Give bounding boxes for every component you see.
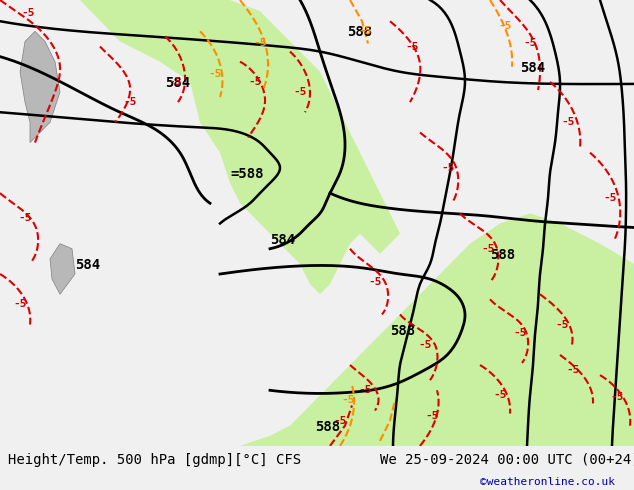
Text: -5: -5	[358, 385, 372, 395]
Text: -5: -5	[333, 416, 347, 426]
Text: -5: -5	[405, 42, 418, 51]
Text: 588: 588	[490, 248, 515, 262]
Text: 584: 584	[270, 233, 295, 246]
Text: Height/Temp. 500 hPa [gdmp][°C] CFS: Height/Temp. 500 hPa [gdmp][°C] CFS	[8, 453, 301, 467]
Text: 584: 584	[165, 76, 190, 90]
Text: -5: -5	[208, 69, 222, 79]
Text: -5: -5	[514, 328, 527, 338]
Text: -5: -5	[418, 340, 432, 350]
Text: 588: 588	[315, 420, 340, 434]
Text: 584: 584	[520, 61, 545, 75]
Text: -5: -5	[13, 299, 27, 309]
Text: -5: -5	[22, 8, 35, 18]
Text: -5: -5	[603, 193, 617, 203]
Text: -5: -5	[18, 214, 32, 223]
Text: -5: -5	[425, 411, 439, 420]
Text: 588: 588	[347, 25, 372, 39]
Text: -5: -5	[493, 391, 507, 400]
Text: ©weatheronline.co.uk: ©weatheronline.co.uk	[480, 477, 615, 487]
Polygon shape	[50, 244, 75, 294]
Text: -5: -5	[498, 21, 512, 31]
Text: -5: -5	[555, 319, 569, 330]
Polygon shape	[0, 0, 400, 294]
Polygon shape	[200, 213, 634, 446]
Text: -5: -5	[566, 365, 579, 375]
Text: 584: 584	[75, 258, 100, 272]
Text: -5: -5	[481, 244, 495, 254]
Text: We 25-09-2024 00:00 UTC (00+24): We 25-09-2024 00:00 UTC (00+24)	[380, 453, 634, 467]
Text: -5: -5	[253, 39, 267, 49]
Text: -5: -5	[341, 395, 355, 405]
Text: -5: -5	[368, 277, 382, 287]
Text: -5: -5	[168, 77, 182, 87]
Text: -5: -5	[123, 97, 137, 107]
Text: -5: -5	[294, 87, 307, 97]
Polygon shape	[20, 31, 60, 143]
Text: -5: -5	[358, 26, 372, 36]
Text: -5: -5	[441, 163, 455, 173]
Text: 588: 588	[390, 324, 415, 338]
Text: -5: -5	[523, 39, 537, 49]
Text: -5: -5	[249, 77, 262, 87]
Text: =588: =588	[230, 167, 264, 181]
Text: -5: -5	[561, 117, 575, 127]
Text: -5: -5	[611, 392, 624, 402]
